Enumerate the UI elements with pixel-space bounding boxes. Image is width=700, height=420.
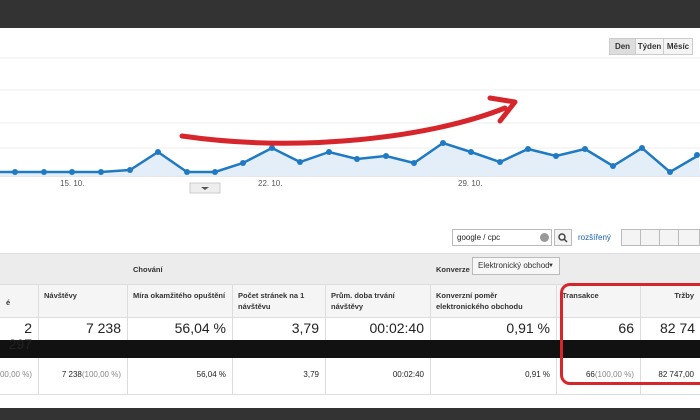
chart xyxy=(0,57,700,194)
x-label: 22. 10. xyxy=(258,179,283,188)
column-header: Konverzní poměr elektronického obchodu xyxy=(436,291,523,311)
total-value: 00:02:40 xyxy=(369,320,425,336)
column-divider xyxy=(640,284,641,340)
redacted-bar xyxy=(0,340,700,358)
sub-value: 7 238(100,00 %) xyxy=(28,370,121,379)
x-label: 29. 10. xyxy=(458,179,483,188)
dropdown-arrow: ▼ xyxy=(548,263,554,269)
sub-value: (100,00 %) xyxy=(0,370,32,379)
column-divider xyxy=(232,358,233,394)
column-divider xyxy=(430,358,431,394)
column-header: Míra okamžitého opuštění xyxy=(133,291,226,300)
select-text: Elektronický obchod xyxy=(478,261,550,270)
x-label: 15. 10. xyxy=(60,179,85,188)
search-box[interactable]: google / cpc xyxy=(452,229,552,246)
value: 3,79 xyxy=(303,370,319,379)
month-button[interactable]: Měsíc xyxy=(663,38,693,55)
group-label: Chování xyxy=(133,265,163,274)
advanced-link[interactable]: rozšířený xyxy=(578,233,611,242)
total-value: 0,91 % xyxy=(506,320,550,336)
column-header-row xyxy=(0,284,700,318)
divider xyxy=(659,229,660,246)
column-header: é xyxy=(6,298,11,307)
column-divider xyxy=(430,284,431,340)
group-label: Konverze xyxy=(436,265,470,274)
column-header: Počet stránek na 1 návštěvu xyxy=(238,291,305,311)
sub-value: 82 747,00 xyxy=(630,370,694,379)
value: 0,91 % xyxy=(525,370,550,379)
red-arrow-head xyxy=(487,95,518,124)
red-arrow xyxy=(179,105,508,146)
value: 66 xyxy=(585,370,595,379)
conversion-select[interactable]: Elektronický obchod ▼ xyxy=(472,257,560,275)
value: 7 238 xyxy=(61,370,82,379)
group-header-row xyxy=(0,253,700,284)
column-divider xyxy=(556,284,557,340)
total-value: 2 297 xyxy=(8,320,32,352)
total-value: 3,79 xyxy=(291,320,319,336)
column-divider xyxy=(232,284,233,340)
line xyxy=(0,141,700,174)
column-divider xyxy=(556,358,557,394)
row-border xyxy=(0,394,700,395)
column-header: Prům. doba trvání návštěvy xyxy=(331,291,395,311)
total-value: 56,04 % xyxy=(174,320,226,336)
bottom-bar xyxy=(0,408,700,420)
view-switcher[interactable] xyxy=(621,229,700,246)
value: 82 747,00 xyxy=(658,370,694,379)
total-value: 66 xyxy=(618,320,634,336)
search-button[interactable] xyxy=(554,229,572,246)
column-header: Transakce xyxy=(562,291,599,300)
column-divider xyxy=(640,358,641,394)
value: (100,00 %) xyxy=(0,370,32,379)
total-value: 82 74 xyxy=(660,320,696,336)
sub-value: 00:02:40 xyxy=(315,370,424,379)
sub-value: 66(100,00 %) xyxy=(546,370,634,379)
divider xyxy=(640,229,641,246)
search-icon xyxy=(558,233,568,243)
column-divider xyxy=(325,358,326,394)
column-divider xyxy=(38,284,39,340)
sub-value: 56,04 % xyxy=(117,370,226,379)
points xyxy=(12,140,700,175)
column-header: Návštěvy xyxy=(44,291,77,300)
column-divider xyxy=(127,284,128,340)
sub-value: 3,79 xyxy=(222,370,319,379)
total-value: 7 238 xyxy=(85,320,121,336)
value: 00:02:40 xyxy=(392,370,424,379)
top-bar xyxy=(0,0,700,28)
handle-icon xyxy=(201,187,209,190)
divider xyxy=(678,229,679,246)
clear-icon[interactable] xyxy=(540,233,549,242)
sub-value: 0,91 % xyxy=(420,370,550,379)
highlight-box xyxy=(560,283,700,385)
share: (100,00 %) xyxy=(594,370,634,379)
column-header: Tržby xyxy=(674,291,694,300)
share: (100,00 %) xyxy=(81,370,121,379)
column-divider xyxy=(38,358,39,394)
column-divider xyxy=(127,358,128,394)
column-divider xyxy=(325,284,326,340)
value: 56,04 % xyxy=(196,370,226,379)
